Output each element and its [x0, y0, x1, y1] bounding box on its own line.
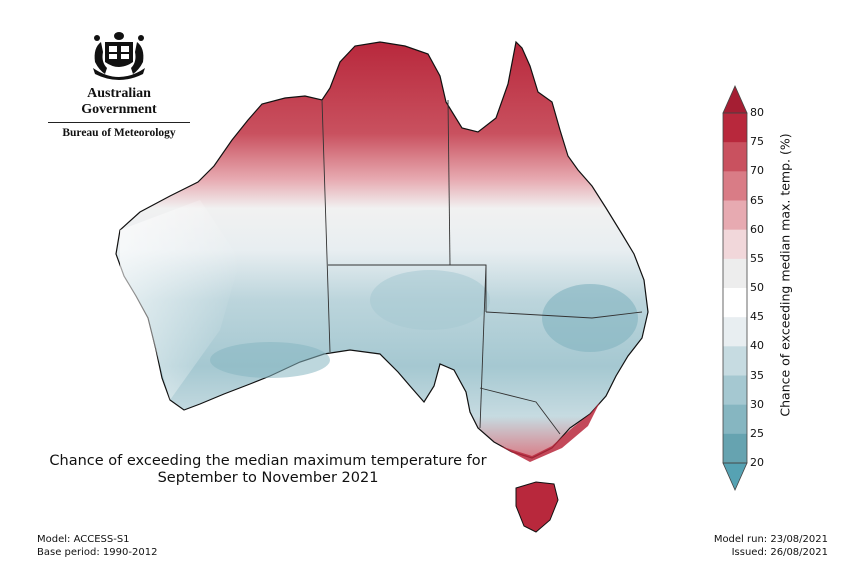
government-logo: Australian Government Bureau of Meteorol… — [48, 28, 190, 139]
issued-date: Issued: 26/08/2021 — [731, 547, 828, 558]
model-info: Model: ACCESS-S1 Base period: 1990-2012 — [37, 533, 157, 559]
color-bar-tick-label: 40 — [750, 339, 764, 353]
color-bar-tick-label: 60 — [750, 222, 764, 236]
tasmania — [515, 481, 559, 533]
color-bar-band — [723, 229, 747, 260]
government-name: Australian Government — [48, 86, 190, 123]
color-bar-tick-label: 65 — [750, 193, 764, 207]
color-bar-tick-label: 25 — [750, 426, 764, 440]
color-bar-tick-label: 35 — [750, 368, 764, 382]
color-bar-tick-label: 55 — [750, 251, 764, 265]
model-name: Model: ACCESS-S1 — [37, 534, 130, 545]
color-bar-tick-label: 20 — [750, 456, 764, 469]
map-title: Chance of exceeding the median maximum t… — [49, 453, 487, 486]
color-bar-band — [723, 200, 747, 231]
color-bar-tick-label: 50 — [750, 281, 764, 294]
color-bar-band — [723, 113, 747, 143]
state-borders — [321, 99, 643, 435]
color-bar-tick-label: 30 — [750, 397, 764, 411]
color-bar-band — [723, 171, 747, 201]
base-period: Base period: 1990-2012 — [37, 547, 158, 558]
color-bar-tick-label: 70 — [750, 164, 764, 178]
color-bar-under-arrow — [722, 462, 748, 491]
color-bar-band — [723, 404, 747, 435]
color-bar-band — [723, 142, 747, 172]
color-bar-tick-label: 80 — [750, 106, 764, 119]
agency-name: Bureau of Meteorology — [62, 127, 176, 139]
color-bar-band — [723, 346, 747, 376]
color-bar-tick-label: 75 — [750, 135, 764, 149]
color-bar-band — [723, 433, 747, 464]
color-bar-band — [723, 288, 747, 318]
cool-anomaly-south — [210, 342, 330, 378]
coat-of-arms-icon — [93, 32, 145, 80]
color-bar-tick-label: 45 — [750, 310, 764, 324]
color-bar-band — [723, 317, 747, 347]
color-bar-over-arrow — [722, 85, 748, 114]
issue-info: Model run: 23/08/2021 Issued: 26/08/2021 — [714, 533, 828, 559]
color-bar-band — [723, 375, 747, 406]
model-run-date: Model run: 23/08/2021 — [713, 534, 828, 545]
color-bar-band — [723, 258, 747, 289]
